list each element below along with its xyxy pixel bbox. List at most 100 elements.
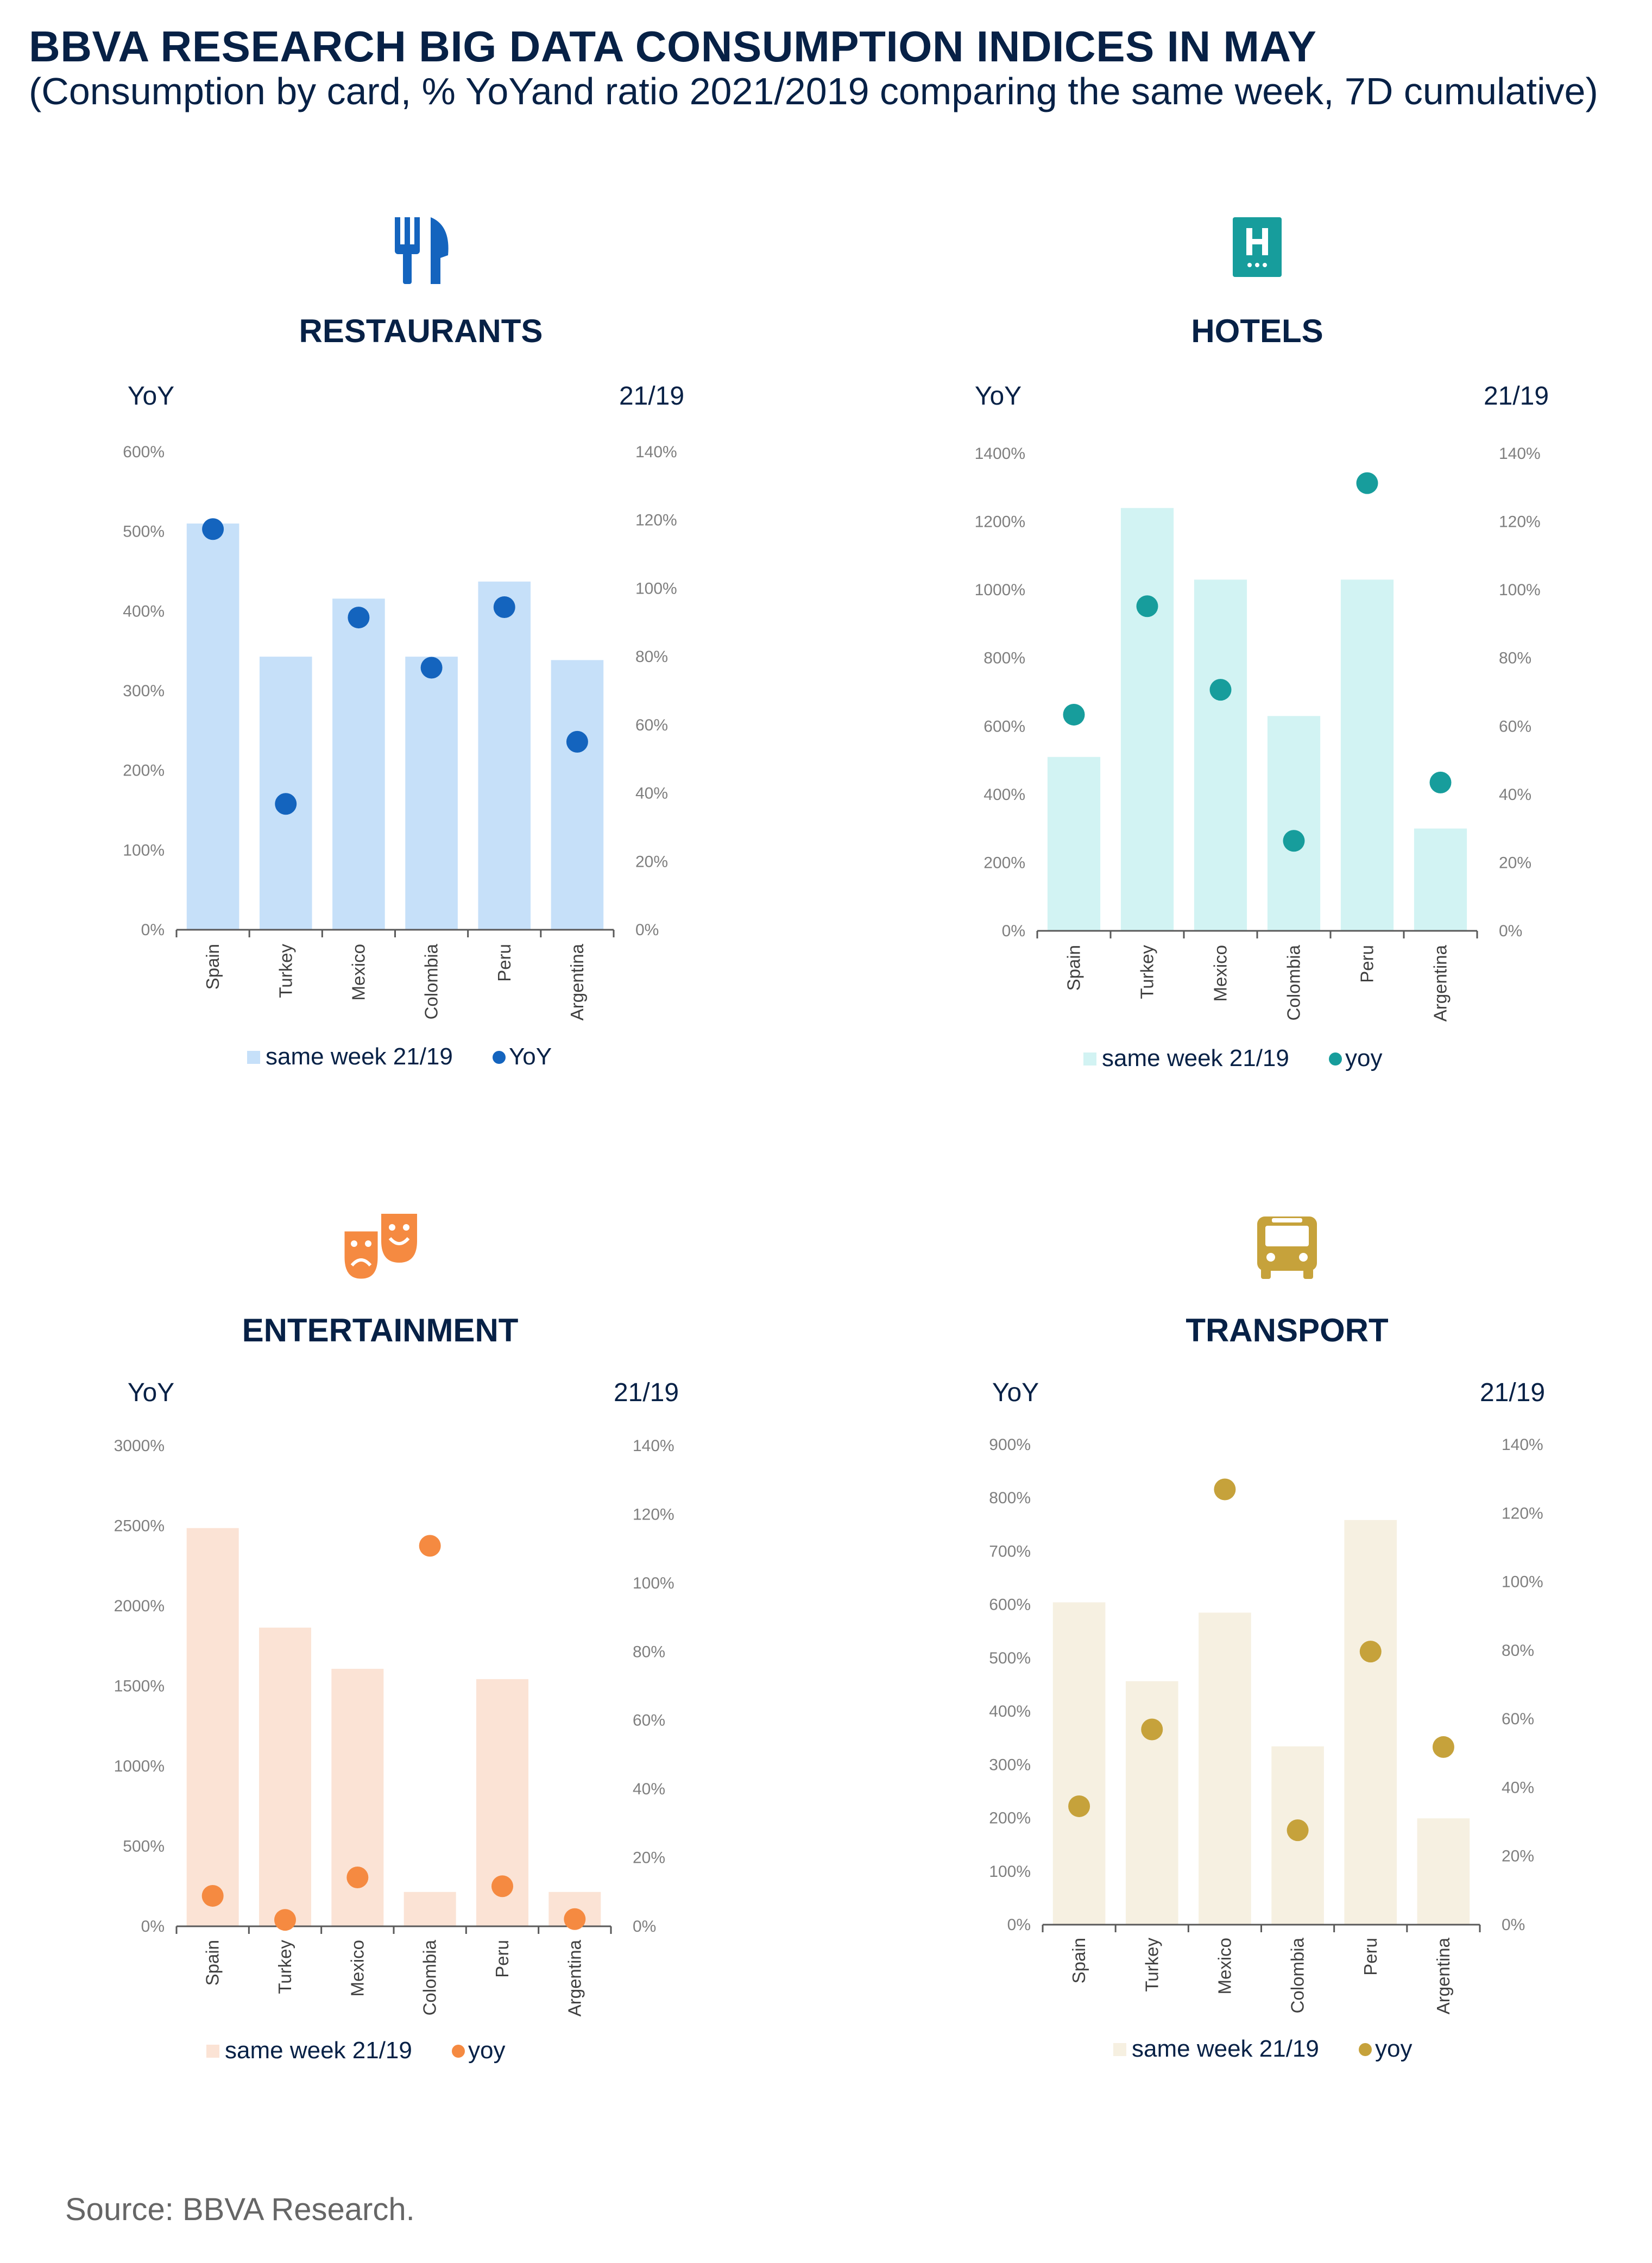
- legend-label: YoY: [509, 1043, 552, 1070]
- y-right-tick-label: 120%: [635, 512, 677, 529]
- point-spain: [202, 518, 224, 540]
- legend-label: yoy: [1375, 2035, 1412, 2062]
- legend-bar-swatch: [206, 2045, 219, 2058]
- y-left-tick-label: 2000%: [114, 1597, 165, 1615]
- utensils-icon: [395, 217, 449, 284]
- point-spain: [1068, 1795, 1090, 1817]
- legend: same week 21/19 YoY: [247, 1043, 552, 1070]
- x-category-label: Mexico: [347, 1940, 367, 1997]
- y-left-tick-label: 900%: [989, 1436, 1031, 1454]
- point-turkey: [1141, 1718, 1163, 1741]
- y-left-tick-label: 1400%: [975, 445, 1025, 463]
- y-right-tick-label: 20%: [1499, 854, 1531, 872]
- y-right-tick-label: 60%: [635, 716, 668, 734]
- legend-point-swatch: [1329, 1052, 1342, 1066]
- y-left-tick-label: 800%: [983, 650, 1025, 667]
- chart-panel-hotels: HOTELS YoY 21/19 0% 200% 400% 600% 800% 1000% 120…: [975, 217, 1549, 1071]
- y-left-tick-label: 1200%: [975, 513, 1025, 531]
- y-right-tick-label: 80%: [1502, 1642, 1534, 1660]
- bar-peru: [1344, 1520, 1397, 1925]
- legend-point-swatch: [1359, 2043, 1372, 2056]
- x-category-label: Argentina: [1433, 1937, 1453, 2014]
- y-right-tick-label: 140%: [635, 443, 677, 461]
- bar-argentina: [1417, 1818, 1470, 1925]
- y-axis-left-label: YoY: [128, 382, 174, 411]
- point-mexico: [1209, 679, 1232, 701]
- chart-panel-transport: TRANSPORT YoY 21/19 0% 100% 200% 300% 400% 500% 6…: [989, 1216, 1545, 2062]
- bar-argentina: [1414, 828, 1467, 931]
- x-category-label: Colombia: [1284, 944, 1304, 1020]
- y-left-tick-label: 600%: [123, 443, 165, 461]
- x-category-label: Peru: [1357, 945, 1377, 983]
- y-left-tick-label: 100%: [123, 841, 165, 859]
- y-left-tick-label: 800%: [989, 1489, 1031, 1507]
- bar-argentina: [551, 660, 604, 930]
- point-argentina: [1432, 1736, 1454, 1758]
- y-right-tick-label: 140%: [1499, 445, 1541, 463]
- page-title: BBVA RESEARCH BIG DATA CONSUMPTION INDIC…: [29, 22, 1317, 71]
- chart-title: ENTERTAINMENT: [242, 1312, 519, 1348]
- point-colombia: [1287, 1819, 1309, 1842]
- y-right-tick-label: 120%: [1502, 1504, 1543, 1522]
- y-left-tick-label: 0%: [1002, 922, 1025, 940]
- legend-label: same week 21/19: [1102, 1045, 1289, 1071]
- bar-mexico: [332, 598, 385, 930]
- y-left-tick-label: 300%: [989, 1756, 1031, 1774]
- point-colombia: [1283, 830, 1305, 852]
- legend: same week 21/19 yoy: [1113, 2035, 1412, 2062]
- bus-icon: [1257, 1216, 1317, 1279]
- y-axis-left-label: YoY: [128, 1378, 174, 1407]
- x-category-label: Mexico: [348, 944, 368, 1001]
- x-category-label: Argentina: [567, 943, 587, 1020]
- y-left-tick-label: 1500%: [114, 1678, 165, 1695]
- point-colombia: [419, 1535, 441, 1557]
- y-axis-left-label: YoY: [975, 382, 1022, 411]
- bar-colombia: [403, 1892, 456, 1926]
- bar-turkey: [259, 1628, 311, 1926]
- point-peru: [493, 596, 515, 618]
- bar-mexico: [1194, 579, 1247, 931]
- legend-label: same week 21/19: [1132, 2035, 1319, 2062]
- legend-point-swatch: [452, 2045, 465, 2058]
- x-category-label: Colombia: [1288, 1937, 1308, 2013]
- bar-peru: [478, 581, 531, 930]
- chart-title: HOTELS: [1191, 313, 1323, 349]
- y-left-tick-label: 400%: [983, 786, 1025, 804]
- point-spain: [201, 1884, 224, 1907]
- point-mexico: [1214, 1478, 1236, 1501]
- bar-mexico: [1199, 1612, 1251, 1925]
- y-right-tick-label: 140%: [1502, 1436, 1543, 1454]
- y-left-tick-label: 3000%: [114, 1437, 165, 1455]
- legend-bar-swatch: [247, 1051, 260, 1064]
- y-right-tick-label: 0%: [635, 921, 659, 939]
- chart-title: TRANSPORT: [1186, 1312, 1388, 1348]
- y-left-tick-label: 300%: [123, 682, 165, 700]
- y-left-tick-label: 0%: [141, 1918, 165, 1936]
- y-left-tick-label: 600%: [983, 717, 1025, 735]
- y-right-tick-label: 120%: [1499, 513, 1541, 531]
- x-category-label: Peru: [1360, 1938, 1380, 1976]
- y-left-tick-label: 500%: [123, 1838, 165, 1856]
- x-category-label: Turkey: [1142, 1938, 1162, 1992]
- bar-spain: [186, 524, 239, 930]
- bar-spain: [186, 1528, 239, 1926]
- y-right-tick-label: 140%: [633, 1437, 674, 1455]
- legend-bar-swatch: [1113, 2043, 1126, 2056]
- point-peru: [1356, 472, 1378, 494]
- point-mexico: [346, 1867, 369, 1889]
- y-left-tick-label: 500%: [123, 523, 165, 541]
- x-category-label: Turkey: [1137, 945, 1157, 999]
- legend-label: yoy: [1345, 1045, 1382, 1071]
- point-turkey: [1136, 595, 1158, 617]
- y-right-tick-label: 100%: [1499, 581, 1541, 599]
- bar-turkey: [1125, 1681, 1178, 1925]
- legend: same week 21/19 yoy: [206, 2037, 505, 2064]
- point-argentina: [1429, 771, 1452, 793]
- legend: same week 21/19 yoy: [1083, 1045, 1382, 1071]
- point-colombia: [420, 657, 443, 679]
- hotel-icon: [1233, 217, 1282, 277]
- y-right-tick-label: 120%: [633, 1505, 674, 1523]
- y-right-tick-label: 100%: [635, 579, 677, 597]
- x-category-label: Spain: [203, 944, 223, 989]
- point-turkey: [274, 1909, 296, 1931]
